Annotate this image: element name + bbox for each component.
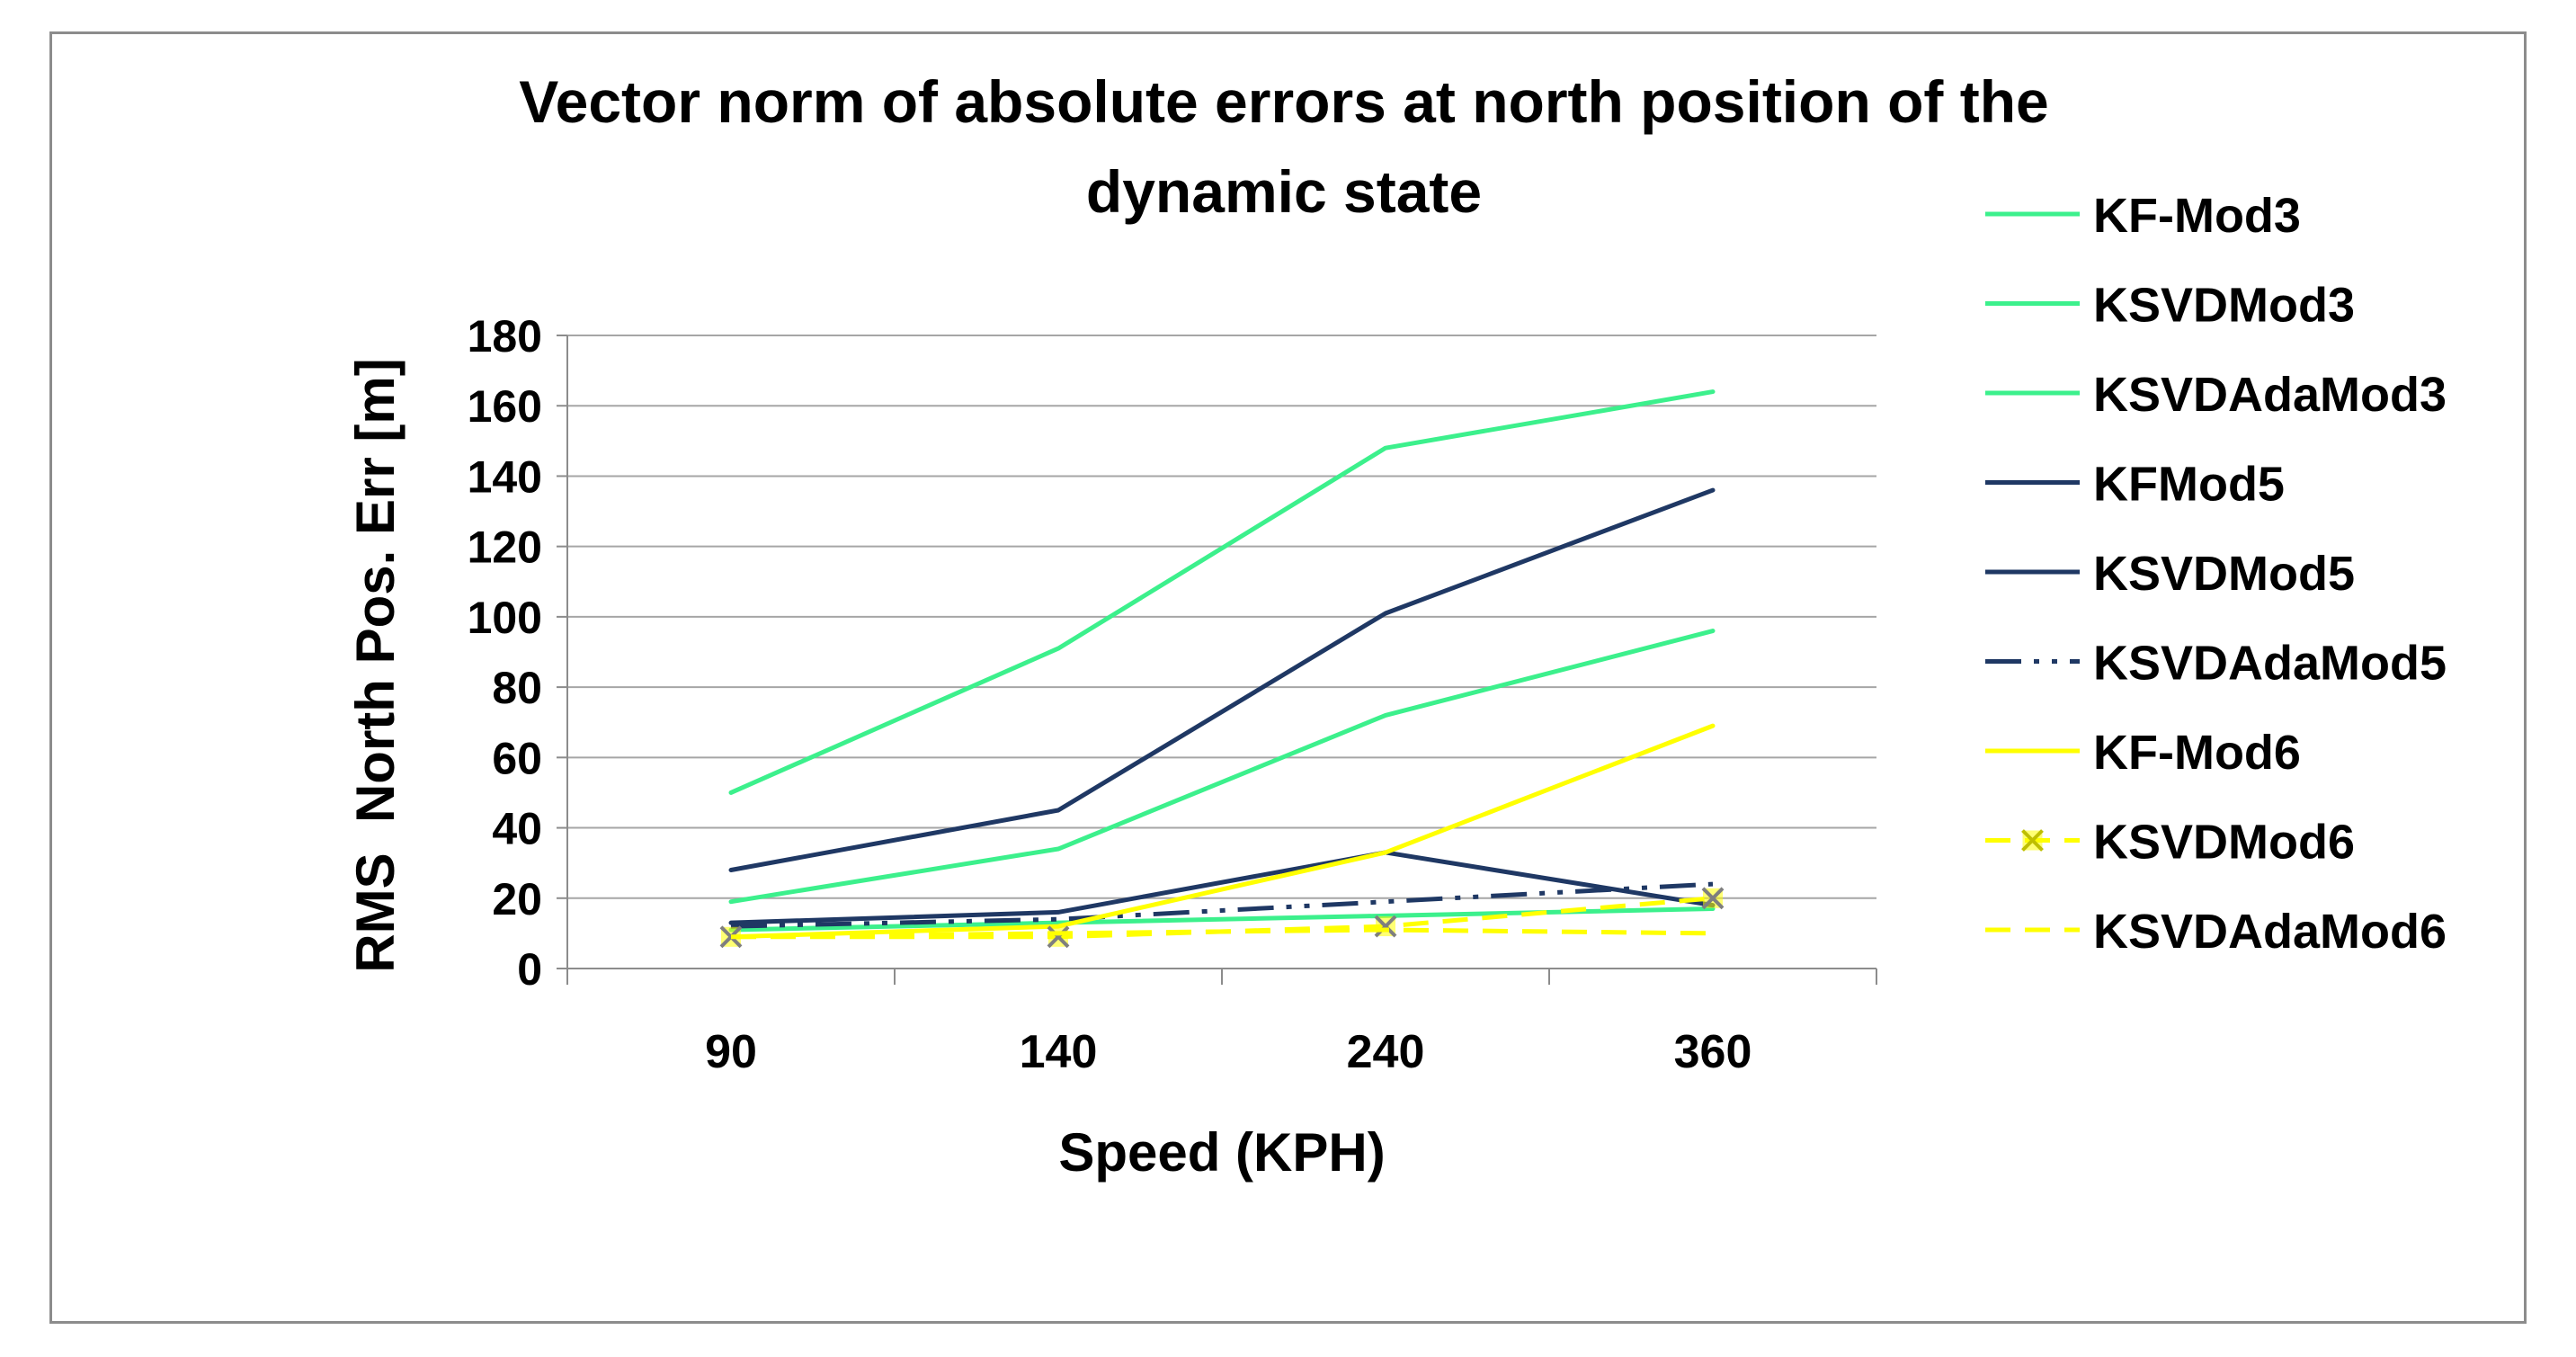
x-tick-label: 360 [1674, 1026, 1752, 1078]
series-line-ksvdmod3 [728, 629, 1716, 905]
series-line-kf-mod3 [728, 389, 1716, 795]
legend-label: KF-Mod6 [2093, 726, 2301, 780]
series-line-kfmod5 [728, 487, 1716, 872]
y-tick-label: 0 [517, 944, 542, 995]
series-line-kf-mod6 [728, 723, 1716, 940]
legend-label: KSVDAdaMod3 [2093, 368, 2447, 422]
series-line-ksvdadamod3 [728, 906, 1716, 933]
y-axis-title: RMS North Pos. Err [m] [345, 358, 406, 972]
data-point-ksvdmod6 [1047, 925, 1070, 949]
legend-item-kf-mod6: KF-Mod6 [1985, 726, 2301, 780]
x-tick-label: 240 [1347, 1026, 1425, 1078]
y-tick-label: 40 [492, 804, 542, 854]
data-point-ksvdmod6 [1701, 887, 1725, 910]
x-axis-title: Speed (KPH) [1058, 1122, 1385, 1183]
axis-layer [557, 335, 1877, 985]
legend-marker-x [2021, 829, 2044, 852]
y-tick-label: 80 [492, 663, 542, 713]
legend-label: KSVDAdaMod5 [2093, 637, 2447, 691]
grid-layer [567, 335, 1876, 899]
legend-item-ksvdadamod3: KSVDAdaMod3 [1985, 368, 2447, 422]
point-marker-x [1047, 925, 1070, 949]
series-line-ksvdadamod6 [730, 927, 1714, 940]
legend-item-ksvdadamod6: KSVDAdaMod6 [1985, 905, 2447, 959]
text-layer: 0 20 40 60 80 100 120 140 160 180 90 140 240 360 Vecto… [345, 68, 2049, 1183]
legend-label: KFMod5 [2093, 458, 2285, 512]
series-layer [719, 389, 1725, 949]
legend-item-ksvdmod6: KSVDMod6 [1985, 816, 2355, 870]
data-point-ksvdmod6 [1374, 915, 1397, 938]
y-tick-label: 140 [468, 451, 542, 502]
point-marker-x [1374, 915, 1397, 938]
y-tick-label: 100 [468, 593, 542, 643]
series-line-ksvdadamod5 [730, 881, 1714, 929]
point-marker-x [1701, 887, 1725, 910]
chart-title: Vector norm of absolute errors at north … [519, 68, 2048, 135]
legend-label: KSVDAdaMod6 [2093, 905, 2447, 959]
legend-item-kf-mod3: KF-Mod3 [1985, 189, 2301, 243]
legend-item-ksvdadamod5: KSVDAdaMod5 [1985, 637, 2447, 691]
chart-title: dynamic state [1086, 158, 1482, 225]
chart-svg: 0 20 40 60 80 100 120 140 160 180 90 140 240 360 Vecto… [345, 68, 2447, 1183]
legend-layer: KF-Mod3 KSVDMod3 KSVDAdaMod3 KFMod5 KSVDMod5… [1985, 189, 2447, 959]
series-line-ksvdmod5 [728, 850, 1716, 925]
legend-item-kfmod5: KFMod5 [1985, 458, 2285, 512]
y-tick-label: 20 [492, 874, 542, 924]
x-tick-label: 90 [705, 1026, 757, 1078]
legend-label: KSVDMod5 [2093, 547, 2355, 601]
chart-frame: 0 20 40 60 80 100 120 140 160 180 90 140 240 360 Vecto… [49, 31, 2527, 1324]
data-point-ksvdmod6 [719, 925, 743, 949]
x-tick-label: 140 [1020, 1026, 1098, 1078]
y-tick-label: 60 [492, 733, 542, 783]
point-marker-x [719, 925, 743, 949]
legend-label: KSVDMod3 [2093, 279, 2355, 333]
legend-item-ksvdmod3: KSVDMod3 [1985, 279, 2355, 333]
y-tick-label: 180 [468, 311, 542, 362]
y-tick-label: 160 [468, 381, 542, 432]
legend-item-ksvdmod5: KSVDMod5 [1985, 547, 2355, 601]
legend-label: KF-Mod3 [2093, 189, 2301, 243]
legend-label: KSVDMod6 [2093, 816, 2355, 870]
y-tick-label: 120 [468, 522, 542, 573]
